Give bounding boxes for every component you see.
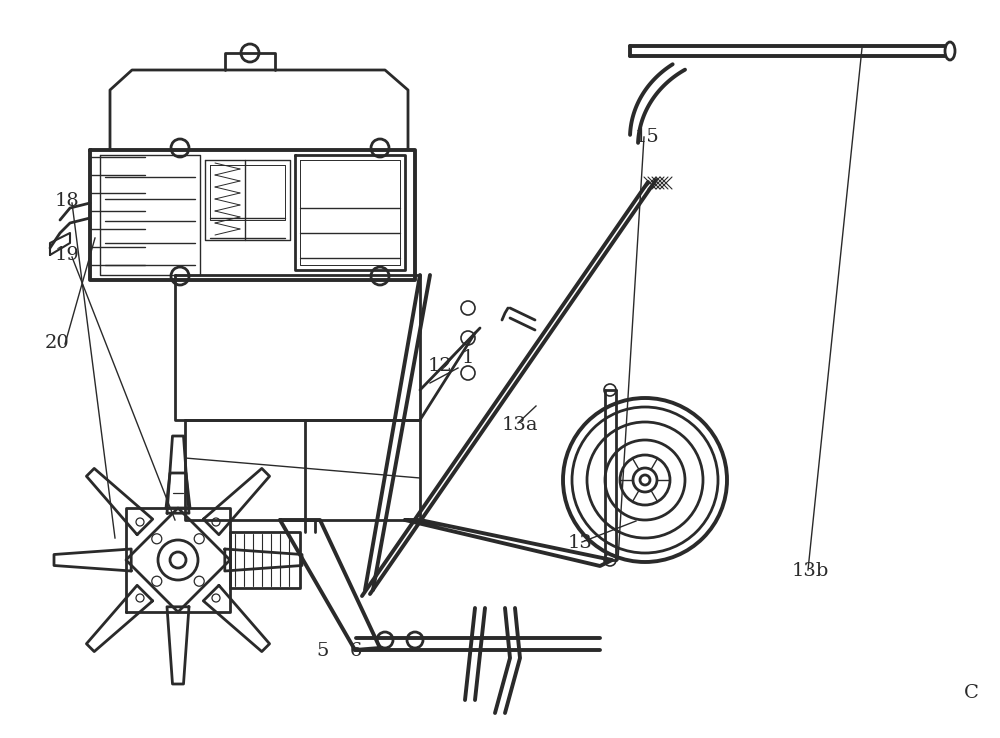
Text: 13a: 13a (502, 416, 538, 434)
Text: 1: 1 (462, 349, 474, 367)
Ellipse shape (945, 42, 955, 60)
Text: 6: 6 (350, 642, 362, 660)
Text: 20: 20 (45, 334, 70, 352)
Text: 19: 19 (55, 246, 80, 264)
Text: 13b: 13b (792, 562, 829, 580)
Text: 18: 18 (55, 192, 80, 210)
Text: 15: 15 (635, 128, 660, 146)
Text: 12: 12 (428, 357, 453, 375)
Text: 5: 5 (316, 642, 328, 660)
Text: C: C (964, 684, 979, 702)
Text: 13: 13 (568, 534, 593, 552)
